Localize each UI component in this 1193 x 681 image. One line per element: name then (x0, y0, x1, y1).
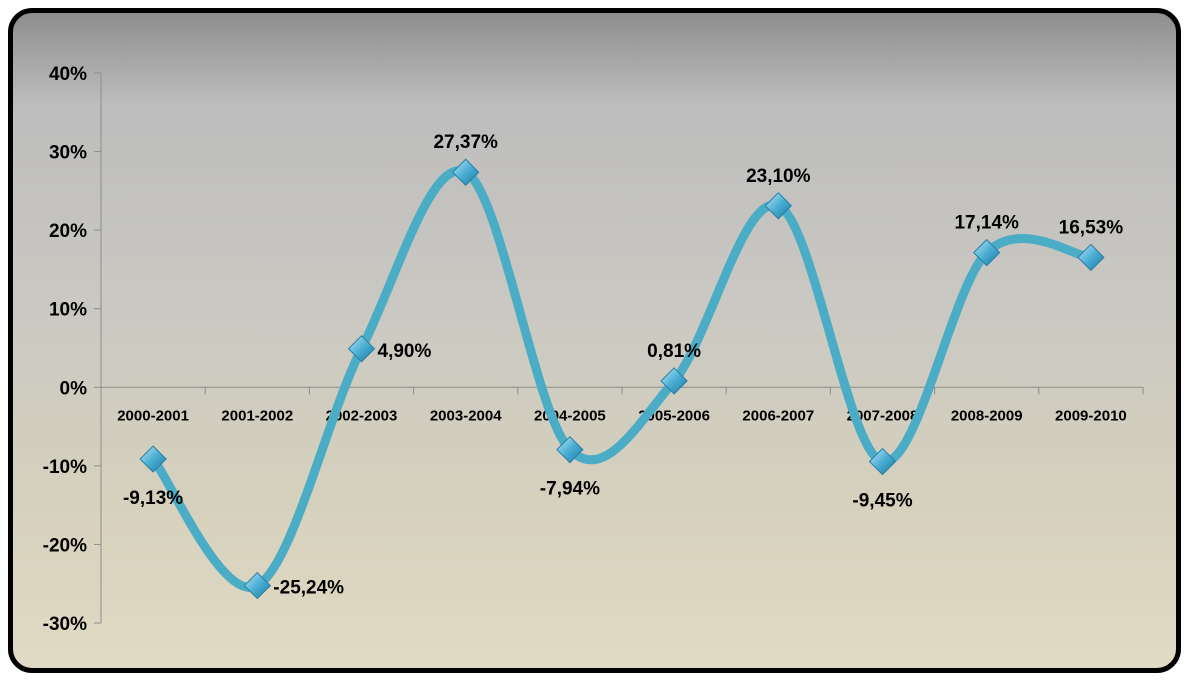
y-tick-label: -30% (43, 614, 87, 635)
y-tick-label: 40% (49, 64, 87, 85)
data-label: 0,81% (647, 341, 701, 362)
x-tick-label: 2003-2004 (430, 407, 502, 424)
line-chart: 40% 30% 20% 10% 0% -10% -20% -30% 2000-2001 2001-… (43, 64, 1144, 635)
y-tick-label: -20% (43, 535, 87, 556)
y-tick-label: 20% (49, 221, 87, 242)
data-point-marker (243, 571, 272, 600)
x-tick-label: 2001-2002 (221, 407, 293, 424)
y-tick-label: 30% (49, 143, 87, 164)
data-label: 27,37% (433, 132, 498, 153)
y-tick-label: 10% (49, 300, 87, 321)
data-point-marker (556, 435, 584, 464)
data-point-marker (451, 158, 480, 186)
data-point-marker (347, 335, 376, 363)
data-label: 16,53% (1059, 217, 1124, 238)
x-tick-label: 2005-2006 (638, 407, 710, 424)
axes (94, 72, 1144, 624)
x-tick-label: 2007-2008 (847, 407, 919, 424)
data-label: -9,45% (852, 491, 912, 512)
markers (139, 158, 1105, 600)
y-tick-label: 0% (60, 378, 88, 399)
data-point-marker (868, 447, 897, 476)
data-label: -7,94% (540, 479, 600, 500)
data-labels: -9,13% -25,24% 4,90% 27,37% -7,94% 0,81% 23,10… (123, 132, 1123, 598)
data-point-marker (660, 367, 688, 395)
data-label: 17,14% (954, 213, 1019, 234)
data-point-marker (764, 192, 793, 220)
y-tick-label: -10% (43, 457, 87, 478)
data-label: -9,13% (123, 488, 183, 509)
data-label: 4,90% (378, 341, 432, 362)
series-line-layer (148, 166, 1096, 592)
x-tick-label: 2006-2007 (742, 407, 814, 424)
series-line (148, 166, 1096, 592)
x-tick-label: 2002-2003 (326, 407, 398, 424)
tick-labels: 40% 30% 20% 10% 0% -10% -20% -30% 2000-2001 2001-… (43, 64, 1127, 635)
data-point-marker (139, 445, 167, 473)
x-tick-label: 2008-2009 (951, 407, 1023, 424)
data-label: -25,24% (273, 578, 344, 599)
data-point-marker (1077, 243, 1105, 272)
x-tick-label: 2009-2010 (1055, 407, 1127, 424)
data-point-marker (972, 238, 1001, 267)
chart-frame: 40% 30% 20% 10% 0% -10% -20% -30% 2000-2001 2001-… (8, 8, 1181, 673)
x-tick-label: 2000-2001 (117, 407, 189, 424)
data-label: 23,10% (746, 166, 811, 187)
